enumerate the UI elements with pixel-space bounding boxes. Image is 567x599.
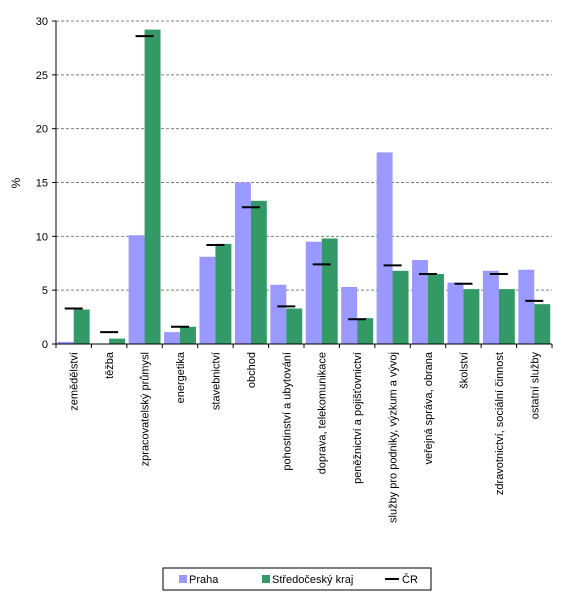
category-labels: zemědělství těžba zpracovatelský průmysl en… xyxy=(69,351,542,523)
bar-stredocesky-kraj xyxy=(321,238,338,344)
category-label: obchod xyxy=(246,352,258,388)
y-tick-label: 25 xyxy=(36,70,48,82)
category-label: zpracovatelský průmysl xyxy=(140,352,152,466)
bar-stredocesky-kraj xyxy=(286,308,303,344)
category-label: těžba xyxy=(104,351,116,379)
bar-praha xyxy=(234,182,251,344)
bar-praha xyxy=(270,284,287,344)
y-tick-label: 20 xyxy=(36,124,48,136)
bar-praha xyxy=(57,341,74,344)
bar-praha xyxy=(128,235,145,344)
bar-stredocesky-kraj xyxy=(144,29,161,344)
category-label: zemědělství xyxy=(69,352,81,411)
bar-praha xyxy=(305,241,322,344)
y-tick-label: 15 xyxy=(36,178,48,190)
bar-praha xyxy=(412,260,428,344)
bar-praha xyxy=(482,270,499,344)
legend: Praha Středočeský kraj ČR xyxy=(162,567,432,591)
bar-stredocesky-kraj xyxy=(250,200,267,344)
bar-stredocesky-kraj xyxy=(498,289,515,344)
bar-stredocesky-kraj xyxy=(180,326,196,344)
bar-praha xyxy=(164,332,180,344)
category-label: ostatní služby xyxy=(529,352,541,420)
bar-praha xyxy=(341,286,358,344)
legend-swatch xyxy=(262,575,270,583)
bars xyxy=(57,29,551,344)
bar-stredocesky-kraj xyxy=(109,338,126,344)
cr-markers xyxy=(64,35,544,334)
bar-stredocesky-kraj xyxy=(357,318,374,344)
y-tick-label: 10 xyxy=(36,231,48,243)
y-tick-label: 30 xyxy=(36,16,48,28)
category-label: školství xyxy=(458,352,470,389)
bar-stredocesky-kraj xyxy=(392,270,409,344)
bar-stredocesky-kraj xyxy=(428,274,444,344)
bar-stredocesky-kraj xyxy=(73,309,90,344)
bar-praha xyxy=(199,256,216,344)
category-label: veřejná správa, obrana xyxy=(423,351,435,464)
bar-stredocesky-kraj xyxy=(534,304,551,344)
y-tick-label: 5 xyxy=(42,285,48,297)
bar-praha xyxy=(447,282,464,344)
category-label: peněžnictví a pojišťovnictví xyxy=(352,352,364,484)
y-tick-labels: 0 5 10 15 20 25 30 xyxy=(36,16,48,351)
y-axis-label: % xyxy=(9,177,23,188)
legend-label: Středočeský kraj xyxy=(272,574,353,586)
legend-label: Praha xyxy=(189,574,219,586)
bar-praha xyxy=(376,152,393,344)
bar-praha xyxy=(518,269,535,344)
category-label: doprava, telekomunikace xyxy=(317,352,329,474)
bar-stredocesky-kraj xyxy=(215,243,232,344)
category-label: zdravotnictví, sociální činnost xyxy=(494,352,506,495)
y-tick-label: 0 xyxy=(42,339,48,351)
axes xyxy=(52,20,553,348)
bar-stredocesky-kraj xyxy=(463,289,480,344)
category-label: pohostinství a ubytování xyxy=(281,352,293,471)
legend-box xyxy=(162,567,432,591)
legend-label: ČR xyxy=(402,573,418,586)
category-label: služby pro podniky, výzkum a vývoj xyxy=(388,352,400,523)
category-label: stavebnictví xyxy=(210,352,222,410)
legend-swatch xyxy=(179,575,187,583)
category-label: energetika xyxy=(175,351,187,403)
